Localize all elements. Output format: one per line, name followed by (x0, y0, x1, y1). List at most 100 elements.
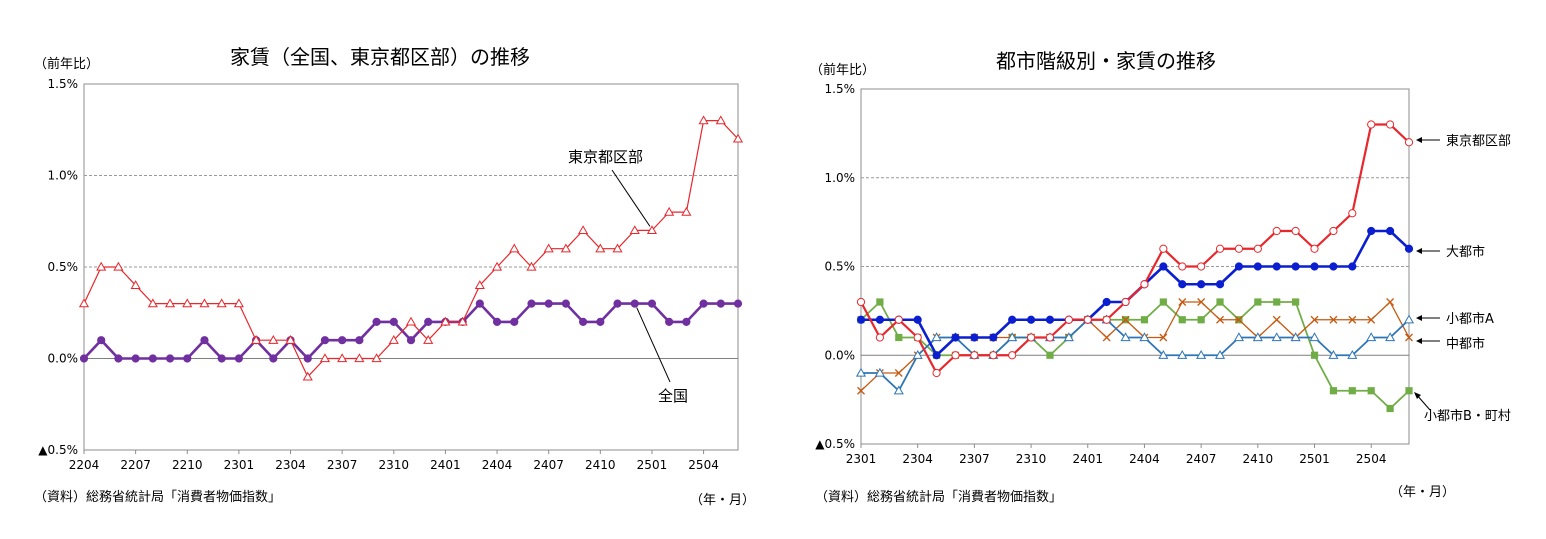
data-point (1215, 280, 1225, 289)
x-tick-label: 2407 (1186, 452, 1217, 466)
data-point (148, 354, 157, 363)
data-point (269, 354, 278, 363)
x-tick-label: 2310 (379, 458, 410, 472)
data-point (1310, 262, 1319, 271)
data-point (1178, 316, 1186, 324)
data-point (1310, 351, 1319, 359)
data-point (1102, 333, 1111, 342)
data-point (164, 298, 176, 308)
data-point (302, 371, 313, 381)
callout-arrowhead (1416, 248, 1422, 254)
data-point (285, 334, 296, 344)
data-point (406, 336, 416, 345)
series-line (83, 302, 738, 360)
series-label: 小都市B・町村 (1424, 408, 1511, 424)
data-point (1366, 332, 1377, 342)
data-point (405, 316, 417, 326)
data-point (856, 297, 866, 307)
data-point (1140, 280, 1149, 289)
data-point (560, 243, 571, 253)
data-point (1196, 350, 1207, 359)
data-point (1102, 297, 1111, 307)
data-point (1271, 332, 1282, 342)
data-point (699, 299, 708, 308)
data-point (183, 354, 192, 363)
data-point (875, 315, 884, 324)
y-tick-label: 1.5% (825, 82, 856, 96)
data-point (698, 115, 709, 125)
data-point (1291, 226, 1300, 236)
data-point (303, 354, 312, 363)
data-point (97, 336, 106, 345)
data-point (1367, 226, 1376, 236)
data-point (319, 353, 331, 363)
data-point (876, 298, 884, 306)
data-point (1348, 315, 1357, 324)
data-point (579, 317, 588, 326)
data-point (1140, 316, 1149, 324)
data-point (578, 225, 589, 235)
data-point (1386, 226, 1395, 236)
x-tick-label: 2301 (224, 458, 255, 472)
x-tick-label: 2504 (688, 458, 719, 472)
data-point (1158, 350, 1169, 359)
data-point (1272, 262, 1281, 271)
y-tick-label: ▲0.5% (815, 437, 855, 451)
y-tick-label: 0.5% (825, 260, 856, 274)
data-point (1234, 262, 1244, 271)
data-point (165, 354, 175, 363)
data-point (216, 298, 227, 308)
data-point (1403, 314, 1415, 324)
x-tick-label: 2204 (69, 458, 100, 472)
data-point (182, 298, 193, 308)
data-point (371, 353, 382, 363)
data-point (96, 261, 107, 271)
data-point (1102, 315, 1111, 324)
data-point (338, 336, 347, 345)
data-point (78, 298, 90, 308)
data-point (1291, 262, 1300, 271)
data-point (1310, 244, 1319, 253)
data-point (1404, 138, 1414, 147)
x-tick-label: 2210 (172, 458, 203, 472)
data-point (440, 316, 451, 326)
data-point (874, 367, 885, 377)
data-point (1008, 315, 1017, 324)
callout-arrowhead (1416, 315, 1422, 321)
data-point (647, 299, 657, 308)
data-point (561, 299, 570, 308)
data-point (682, 317, 691, 326)
data-point (389, 317, 398, 326)
data-point (388, 334, 399, 344)
x-axis-unit: （年・月） (690, 493, 756, 508)
data-point (1159, 262, 1168, 271)
data-point (1253, 244, 1262, 253)
data-point (1253, 262, 1262, 271)
data-point (114, 354, 123, 363)
data-point (544, 299, 553, 308)
data-point (113, 261, 124, 271)
data-point (457, 316, 468, 326)
data-point (1197, 262, 1206, 271)
data-point (526, 261, 537, 271)
series-label: 中都市 (1446, 336, 1485, 352)
data-point (732, 133, 744, 143)
x-tick-label: 2410 (1243, 452, 1274, 466)
callout-arrowhead (1416, 338, 1422, 344)
data-point (491, 261, 503, 271)
data-point (913, 315, 922, 324)
data-point (1234, 244, 1244, 253)
data-point (217, 354, 226, 363)
data-point (474, 280, 485, 289)
data-point (1329, 315, 1338, 324)
data-point (856, 315, 866, 324)
data-point (509, 243, 520, 253)
line-chart: ▲0.5% 0.0% 0.5% 1.0% 1.5% 2204 2207 2210 2301 230… (38, 77, 744, 472)
data-point (1216, 315, 1224, 324)
series-label-tokyo: 東京都区部 (568, 148, 643, 166)
data-point (1177, 350, 1188, 359)
series-label-national: 全国 (658, 387, 688, 405)
data-point (595, 243, 606, 253)
data-point (733, 299, 743, 308)
y-tick-label: 0.5% (48, 260, 79, 274)
